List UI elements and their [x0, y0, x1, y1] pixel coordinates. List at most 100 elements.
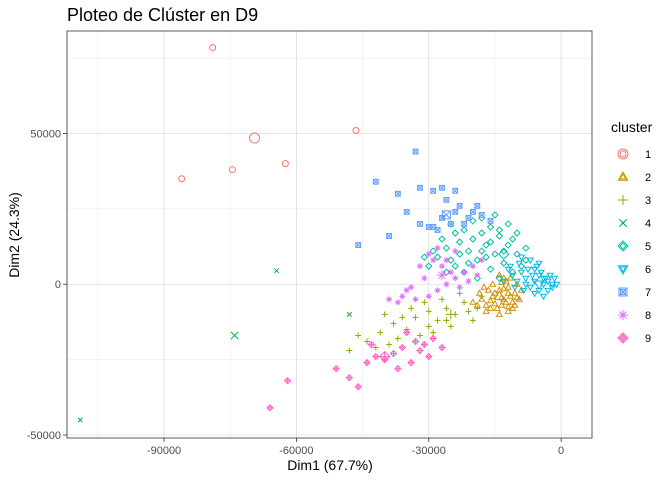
legend-item-6: 6	[614, 260, 651, 278]
cluster-centroid	[498, 248, 510, 260]
data-point	[412, 314, 419, 321]
data-point	[430, 257, 437, 264]
data-point	[464, 259, 473, 267]
cluster-6-series	[500, 254, 561, 301]
data-point	[530, 290, 539, 298]
data-point	[508, 304, 517, 311]
data-point	[273, 268, 280, 274]
data-point	[474, 272, 481, 279]
data-point	[482, 253, 490, 261]
data-point	[403, 287, 410, 294]
data-point	[473, 256, 482, 264]
data-point	[439, 296, 445, 303]
legend-item-8: 8	[614, 306, 651, 324]
legend-item-3: 3	[614, 191, 651, 209]
data-point	[469, 235, 477, 243]
legend-label: 7	[645, 287, 651, 299]
data-point	[420, 340, 429, 349]
cluster-centroid	[230, 331, 239, 340]
data-point	[447, 221, 454, 227]
data-point	[381, 311, 388, 318]
data-point	[430, 329, 437, 336]
data-point	[399, 314, 406, 321]
data-point	[477, 229, 486, 237]
legend-key-symbol-inner	[619, 266, 627, 274]
data-point	[465, 308, 472, 315]
data-point	[389, 349, 398, 358]
y-tick-label: 0	[55, 279, 61, 291]
legend-item-5: 5	[614, 237, 651, 255]
data-point	[477, 247, 486, 255]
data-point	[526, 257, 534, 265]
legend: cluster 1 2 3 4 5 6 7 8 9	[611, 119, 653, 347]
data-point	[425, 251, 432, 258]
y-axis: -50000 0 50000	[27, 129, 67, 442]
data-point	[443, 317, 450, 324]
data-point	[546, 272, 554, 280]
data-point	[452, 187, 459, 194]
data-point	[495, 226, 504, 234]
data-point	[486, 265, 495, 273]
cluster-centroid	[441, 210, 451, 220]
data-point	[478, 212, 485, 218]
data-point	[372, 344, 379, 351]
data-point	[363, 358, 371, 367]
data-point	[475, 289, 484, 296]
data-point	[439, 184, 445, 191]
data-point	[515, 260, 523, 268]
data-point	[332, 364, 340, 373]
data-point	[495, 232, 504, 240]
data-point	[283, 377, 292, 385]
data-point	[511, 289, 519, 296]
data-point	[434, 245, 441, 252]
legend-item-9: 9	[614, 329, 651, 347]
data-point	[517, 269, 526, 277]
data-point	[407, 358, 415, 367]
data-point	[461, 299, 468, 306]
data-point	[430, 187, 437, 194]
legend-key-symbol-inner	[619, 172, 627, 180]
data-point	[451, 262, 459, 270]
data-point	[491, 289, 499, 296]
data-point	[478, 257, 485, 264]
data-point	[394, 335, 401, 342]
data-point	[539, 293, 548, 301]
data-point	[346, 311, 352, 317]
data-point	[452, 208, 459, 215]
x-tick-label: -30000	[412, 445, 446, 457]
data-point	[346, 347, 353, 354]
legend-key-background	[614, 168, 632, 186]
cluster-9-series	[266, 328, 446, 412]
data-point	[477, 295, 486, 302]
data-point	[504, 241, 512, 249]
data-point	[460, 226, 468, 234]
data-point	[438, 343, 446, 352]
data-point	[425, 352, 433, 361]
data-point	[442, 244, 451, 252]
data-point	[548, 284, 557, 292]
data-point	[491, 250, 499, 258]
data-point	[394, 190, 401, 197]
data-point	[425, 262, 433, 270]
data-point	[364, 338, 370, 345]
data-point	[504, 220, 512, 228]
legend-key-symbol-inner	[620, 289, 626, 295]
data-point	[482, 241, 490, 249]
data-point	[434, 287, 441, 294]
cluster-centroid	[378, 350, 391, 363]
data-point	[465, 278, 472, 285]
data-point	[416, 332, 423, 339]
data-point	[228, 166, 236, 174]
data-point	[398, 343, 407, 352]
legend-key-symbol-inner	[619, 242, 627, 250]
legend-item-7: 7	[614, 283, 651, 301]
legend-label: 4	[645, 218, 651, 230]
data-point	[416, 263, 423, 270]
data-point	[456, 202, 463, 209]
cluster-centroid	[493, 290, 505, 301]
data-point	[451, 229, 459, 237]
data-point	[530, 278, 539, 286]
data-point	[408, 284, 415, 291]
data-point	[355, 332, 362, 339]
data-point	[539, 275, 548, 283]
